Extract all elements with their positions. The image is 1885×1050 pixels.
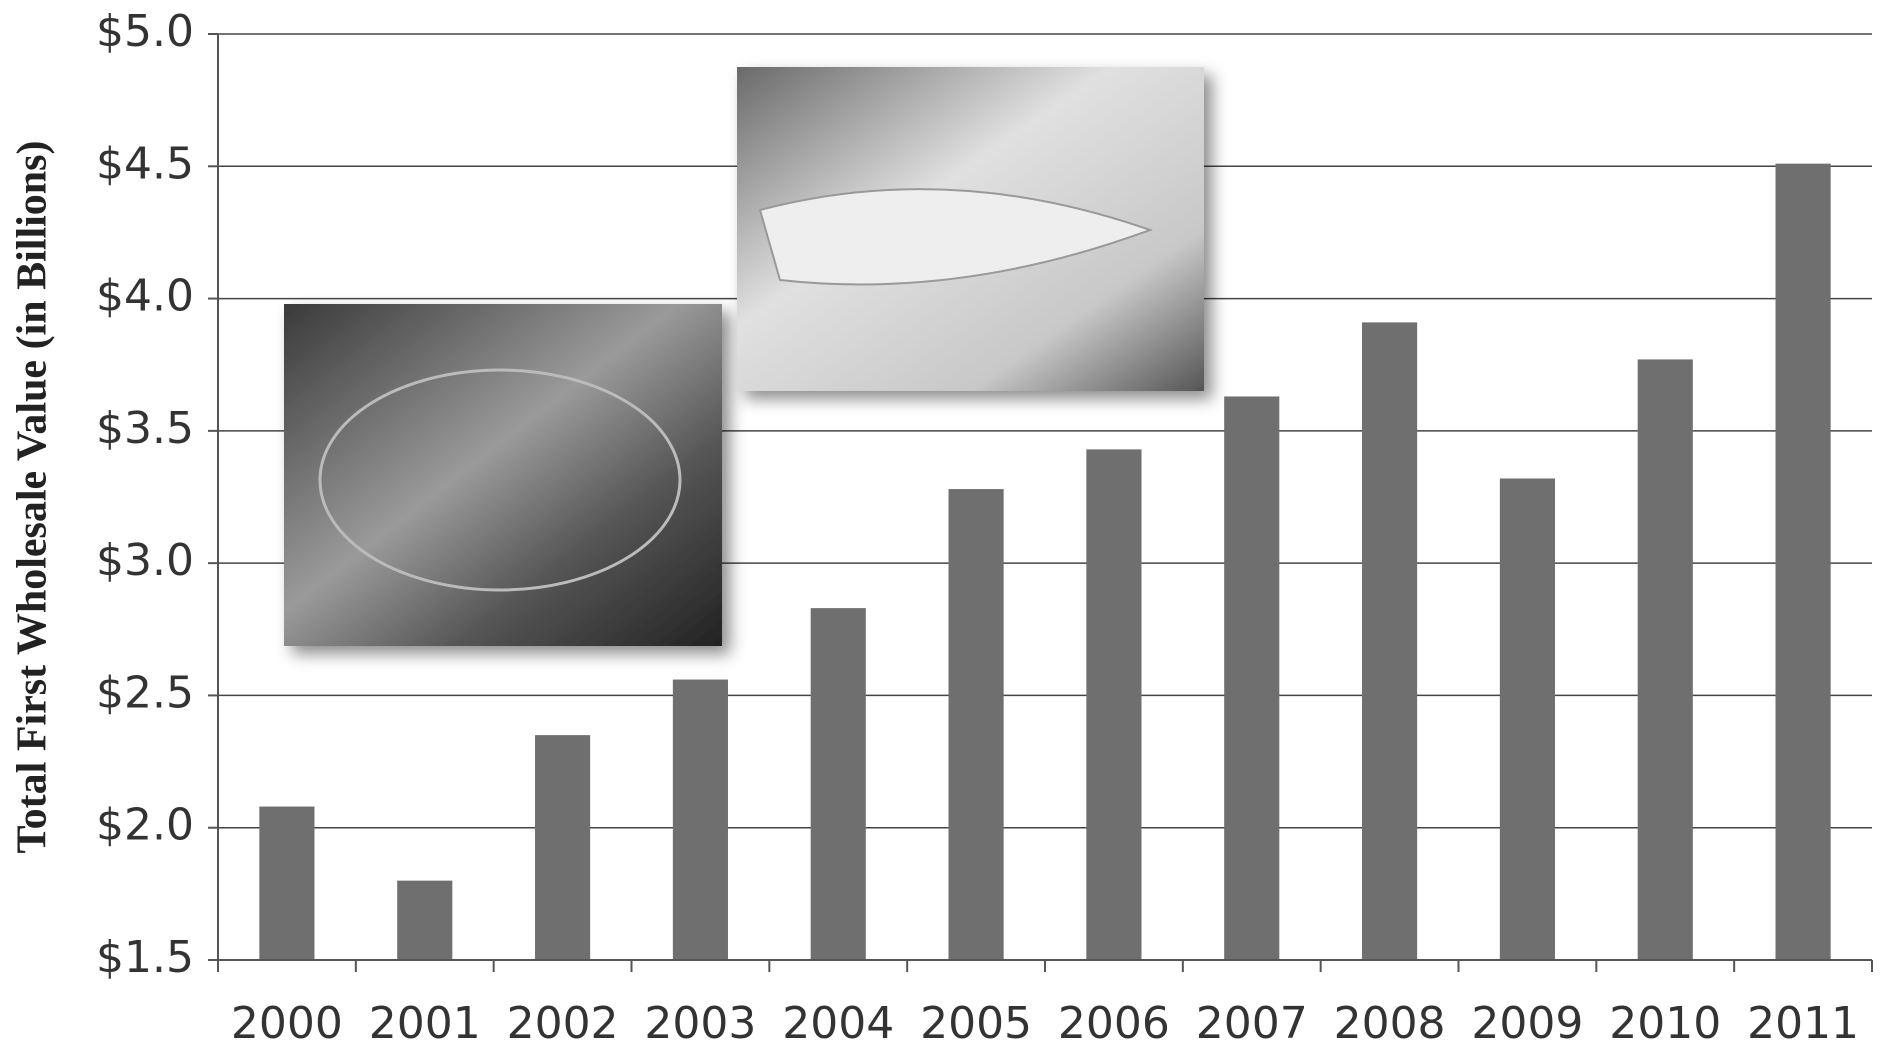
y-tick-label: $4.5 [96,138,194,189]
x-tick-label: 2007 [1196,998,1308,1049]
y-tick-label: $3.5 [96,403,194,454]
bar [1086,449,1142,960]
x-tick-label: 2003 [644,998,756,1049]
x-tick-label: 2002 [507,998,619,1049]
photo-detail [758,188,1153,286]
bar [1224,396,1280,960]
x-tick-label: 2008 [1334,998,1446,1049]
bar [1775,163,1831,960]
bar [1637,359,1693,960]
x-tick-label: 2009 [1471,998,1583,1049]
photo-crab [284,304,722,646]
bar [535,735,591,960]
bar [1362,322,1418,961]
bar [810,608,866,960]
x-tick-label: 2011 [1747,998,1859,1049]
bar [948,489,1004,960]
bar [1499,478,1555,960]
y-tick-label: $3.0 [96,535,194,586]
bar [672,679,728,960]
x-tick-label: 2005 [920,998,1032,1049]
photo-detail [318,368,682,592]
y-tick-label: $2.0 [96,800,194,851]
x-tick-label: 2004 [782,998,894,1049]
bar [259,806,315,960]
x-tick-label: 2010 [1609,998,1721,1049]
y-axis-title: Total First Wholesale Value (in Billions… [10,141,56,854]
x-tick-label: 2006 [1058,998,1170,1049]
y-tick-label: $4.0 [96,271,194,322]
y-tick-label: $1.5 [96,932,194,983]
y-tick-label: $2.5 [96,667,194,718]
x-tick-label: 2001 [369,998,481,1049]
y-tick-label: $5.0 [96,6,194,57]
x-tick-label: 2000 [231,998,343,1049]
bar [397,880,453,960]
